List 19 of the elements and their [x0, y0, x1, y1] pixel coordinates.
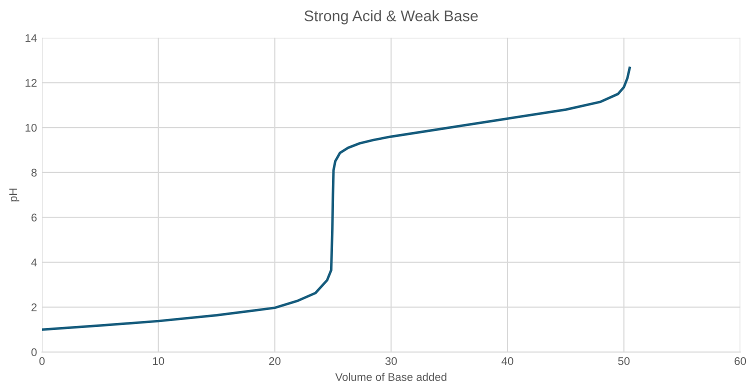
- y-axis-title: pH: [9, 188, 20, 202]
- x-tick-label: 50: [618, 357, 630, 366]
- y-tick-label: 12: [26, 78, 37, 87]
- y-tick-label: 8: [31, 168, 37, 177]
- y-tick-label: 10: [26, 124, 37, 132]
- x-tick-label: 60: [734, 357, 746, 366]
- x-tick-label: 10: [153, 357, 164, 366]
- chart-title: Strong Acid & Weak Base: [304, 10, 478, 24]
- line-series: [42, 66, 631, 331]
- x-tick-label: 30: [385, 357, 397, 366]
- x-axis-title: Volume of Base added: [335, 372, 446, 381]
- y-tick-label: 6: [32, 214, 37, 222]
- y-tick-label: 0: [31, 348, 37, 356]
- x-tick-label: 0: [39, 357, 45, 366]
- y-tick-label: 2: [32, 303, 37, 312]
- x-tick-label: 40: [502, 357, 514, 366]
- y-tick-label: 14: [26, 34, 37, 42]
- y-tick-label: 4: [31, 258, 37, 266]
- x-tick-label: 20: [269, 357, 280, 366]
